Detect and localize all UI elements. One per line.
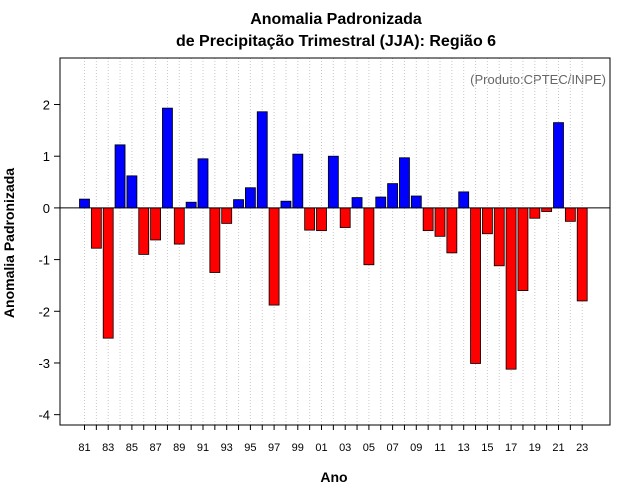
bar-1985 bbox=[126, 175, 138, 209]
bar-2021 bbox=[553, 122, 564, 209]
y-tick-label: 2 bbox=[43, 98, 50, 113]
x-tick-label: 03 bbox=[339, 442, 351, 454]
bar-2022 bbox=[564, 207, 576, 222]
bar-1982 bbox=[90, 207, 102, 249]
bar-2020 bbox=[541, 207, 553, 212]
x-tick-label: 89 bbox=[173, 442, 185, 454]
y-axis: -4 -3 -2 -1 0 1 2 bbox=[38, 98, 60, 423]
bar-2012 bbox=[446, 207, 458, 254]
bar-2023 bbox=[576, 207, 588, 302]
bar-2009 bbox=[410, 195, 422, 209]
x-tick-label: 21 bbox=[552, 442, 564, 454]
bar-2003 bbox=[339, 207, 351, 228]
chart-title-line1: Anomalia Padronizada bbox=[250, 11, 422, 28]
y-axis-label: Anomalia Padronizada bbox=[1, 168, 17, 318]
bar-1988 bbox=[162, 107, 173, 209]
x-tick-label: 07 bbox=[386, 442, 398, 454]
x-tick-label: 87 bbox=[149, 442, 161, 454]
bar-1983 bbox=[102, 207, 114, 339]
bar-2018 bbox=[517, 207, 529, 292]
plot-frame bbox=[59, 57, 611, 426]
bar-2010 bbox=[422, 207, 434, 232]
bar-1998 bbox=[280, 200, 292, 209]
bar-1990 bbox=[185, 201, 197, 209]
x-tick-label: 83 bbox=[102, 442, 114, 454]
x-tick-label: 97 bbox=[268, 442, 280, 454]
credit-label: (Produto:CPTEC/INPE) bbox=[470, 72, 606, 87]
bar-1997 bbox=[268, 207, 280, 306]
bars bbox=[79, 107, 588, 370]
bar-2007 bbox=[387, 183, 399, 209]
bar-1991 bbox=[197, 158, 209, 209]
bar-1989 bbox=[173, 207, 185, 245]
bar-1996 bbox=[256, 111, 268, 209]
x-tick-label: 81 bbox=[78, 442, 90, 454]
bar-2006 bbox=[375, 196, 387, 209]
x-tick-label: 19 bbox=[529, 442, 541, 454]
y-tick-label: 1 bbox=[43, 149, 50, 164]
bar-2002 bbox=[327, 155, 339, 209]
bar-1987 bbox=[150, 207, 162, 241]
bar-2014 bbox=[470, 207, 481, 364]
bar-1999 bbox=[292, 153, 304, 209]
bar-2011 bbox=[434, 207, 446, 237]
bar-1981 bbox=[79, 198, 90, 209]
bar-2004 bbox=[351, 197, 363, 209]
x-tick-label: 11 bbox=[434, 442, 445, 454]
x-tick-label: 01 bbox=[315, 442, 327, 454]
y-tick-label: 0 bbox=[43, 201, 50, 216]
bar-2019 bbox=[529, 207, 541, 219]
x-tick-label: 23 bbox=[576, 442, 588, 454]
x-tick-label: 95 bbox=[244, 442, 256, 454]
bar-1993 bbox=[221, 207, 233, 224]
bar-1986 bbox=[138, 207, 150, 255]
y-tick-label: -4 bbox=[38, 408, 50, 423]
x-axis: 81 83 85 87 89 91 93 95 97 99 01 03 05 07 09 11 13 15 17 19… bbox=[78, 425, 588, 454]
y-tick-label: -3 bbox=[38, 356, 50, 371]
bar-2001 bbox=[316, 207, 327, 232]
bar-2008 bbox=[399, 157, 410, 209]
bar-1995 bbox=[244, 187, 256, 209]
bar-1994 bbox=[233, 199, 244, 209]
chart-title-line2: de Precipitação Trimestral (JJA): Região… bbox=[176, 33, 496, 50]
y-tick-label: -2 bbox=[38, 304, 50, 319]
x-tick-label: 05 bbox=[363, 442, 375, 454]
x-tick-label: 09 bbox=[410, 442, 422, 454]
bar-1984 bbox=[114, 144, 126, 209]
bar-2015 bbox=[481, 207, 493, 235]
bar-2016 bbox=[493, 207, 505, 267]
bar-2017 bbox=[505, 207, 517, 370]
x-tick-label: 17 bbox=[505, 442, 517, 454]
x-tick-label: 15 bbox=[481, 442, 493, 454]
bar-2000 bbox=[304, 207, 316, 231]
x-tick-label: 91 bbox=[197, 442, 209, 454]
x-tick-label: 13 bbox=[458, 442, 470, 454]
x-axis-label: Ano bbox=[320, 469, 347, 485]
x-tick-label: 99 bbox=[292, 442, 304, 454]
bar-2005 bbox=[363, 207, 375, 266]
bar-2013 bbox=[458, 191, 470, 209]
x-tick-label: 93 bbox=[221, 442, 233, 454]
y-tick-label: -1 bbox=[38, 253, 50, 268]
x-tick-label: 85 bbox=[126, 442, 138, 454]
bar-1992 bbox=[209, 207, 221, 273]
